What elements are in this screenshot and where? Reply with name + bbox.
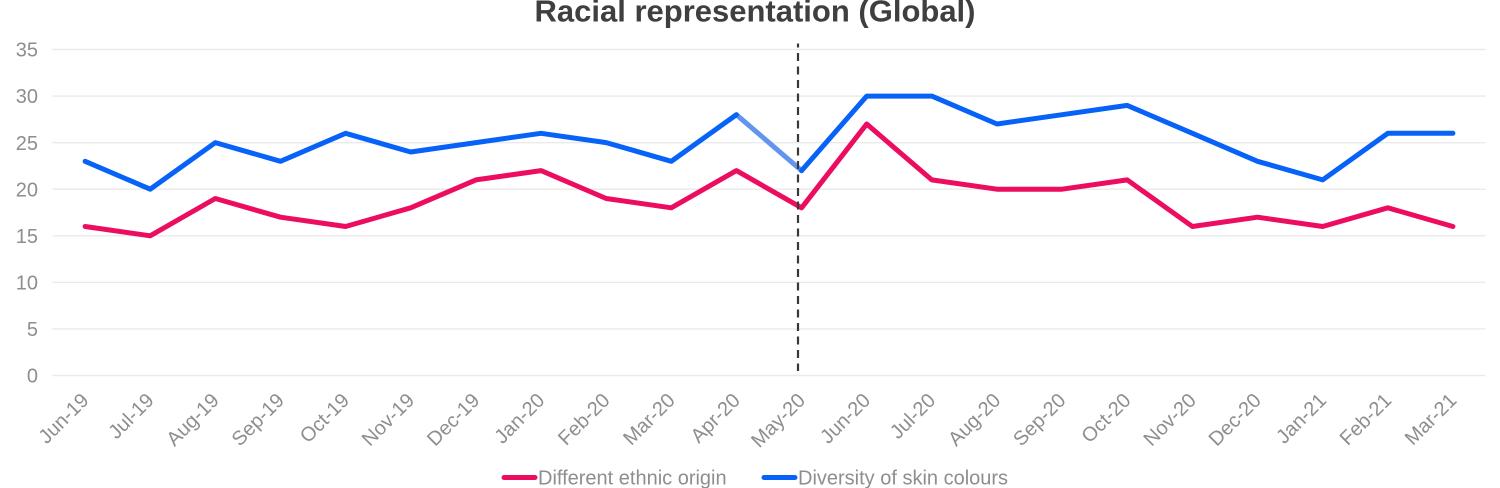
svg-text:25: 25: [16, 133, 38, 155]
svg-text:5: 5: [27, 319, 38, 341]
svg-text:35: 35: [16, 40, 38, 62]
svg-text:Different ethnic origin: Different ethnic origin: [538, 468, 727, 488]
svg-text:15: 15: [16, 226, 38, 248]
svg-text:30: 30: [16, 86, 38, 108]
svg-text:Racial representation (Global): Racial representation (Global): [535, 0, 976, 29]
svg-text:10: 10: [16, 273, 38, 295]
svg-text:0: 0: [27, 366, 38, 388]
svg-text:20: 20: [16, 179, 38, 201]
svg-text:Diversity of skin colours: Diversity of skin colours: [798, 468, 1008, 488]
